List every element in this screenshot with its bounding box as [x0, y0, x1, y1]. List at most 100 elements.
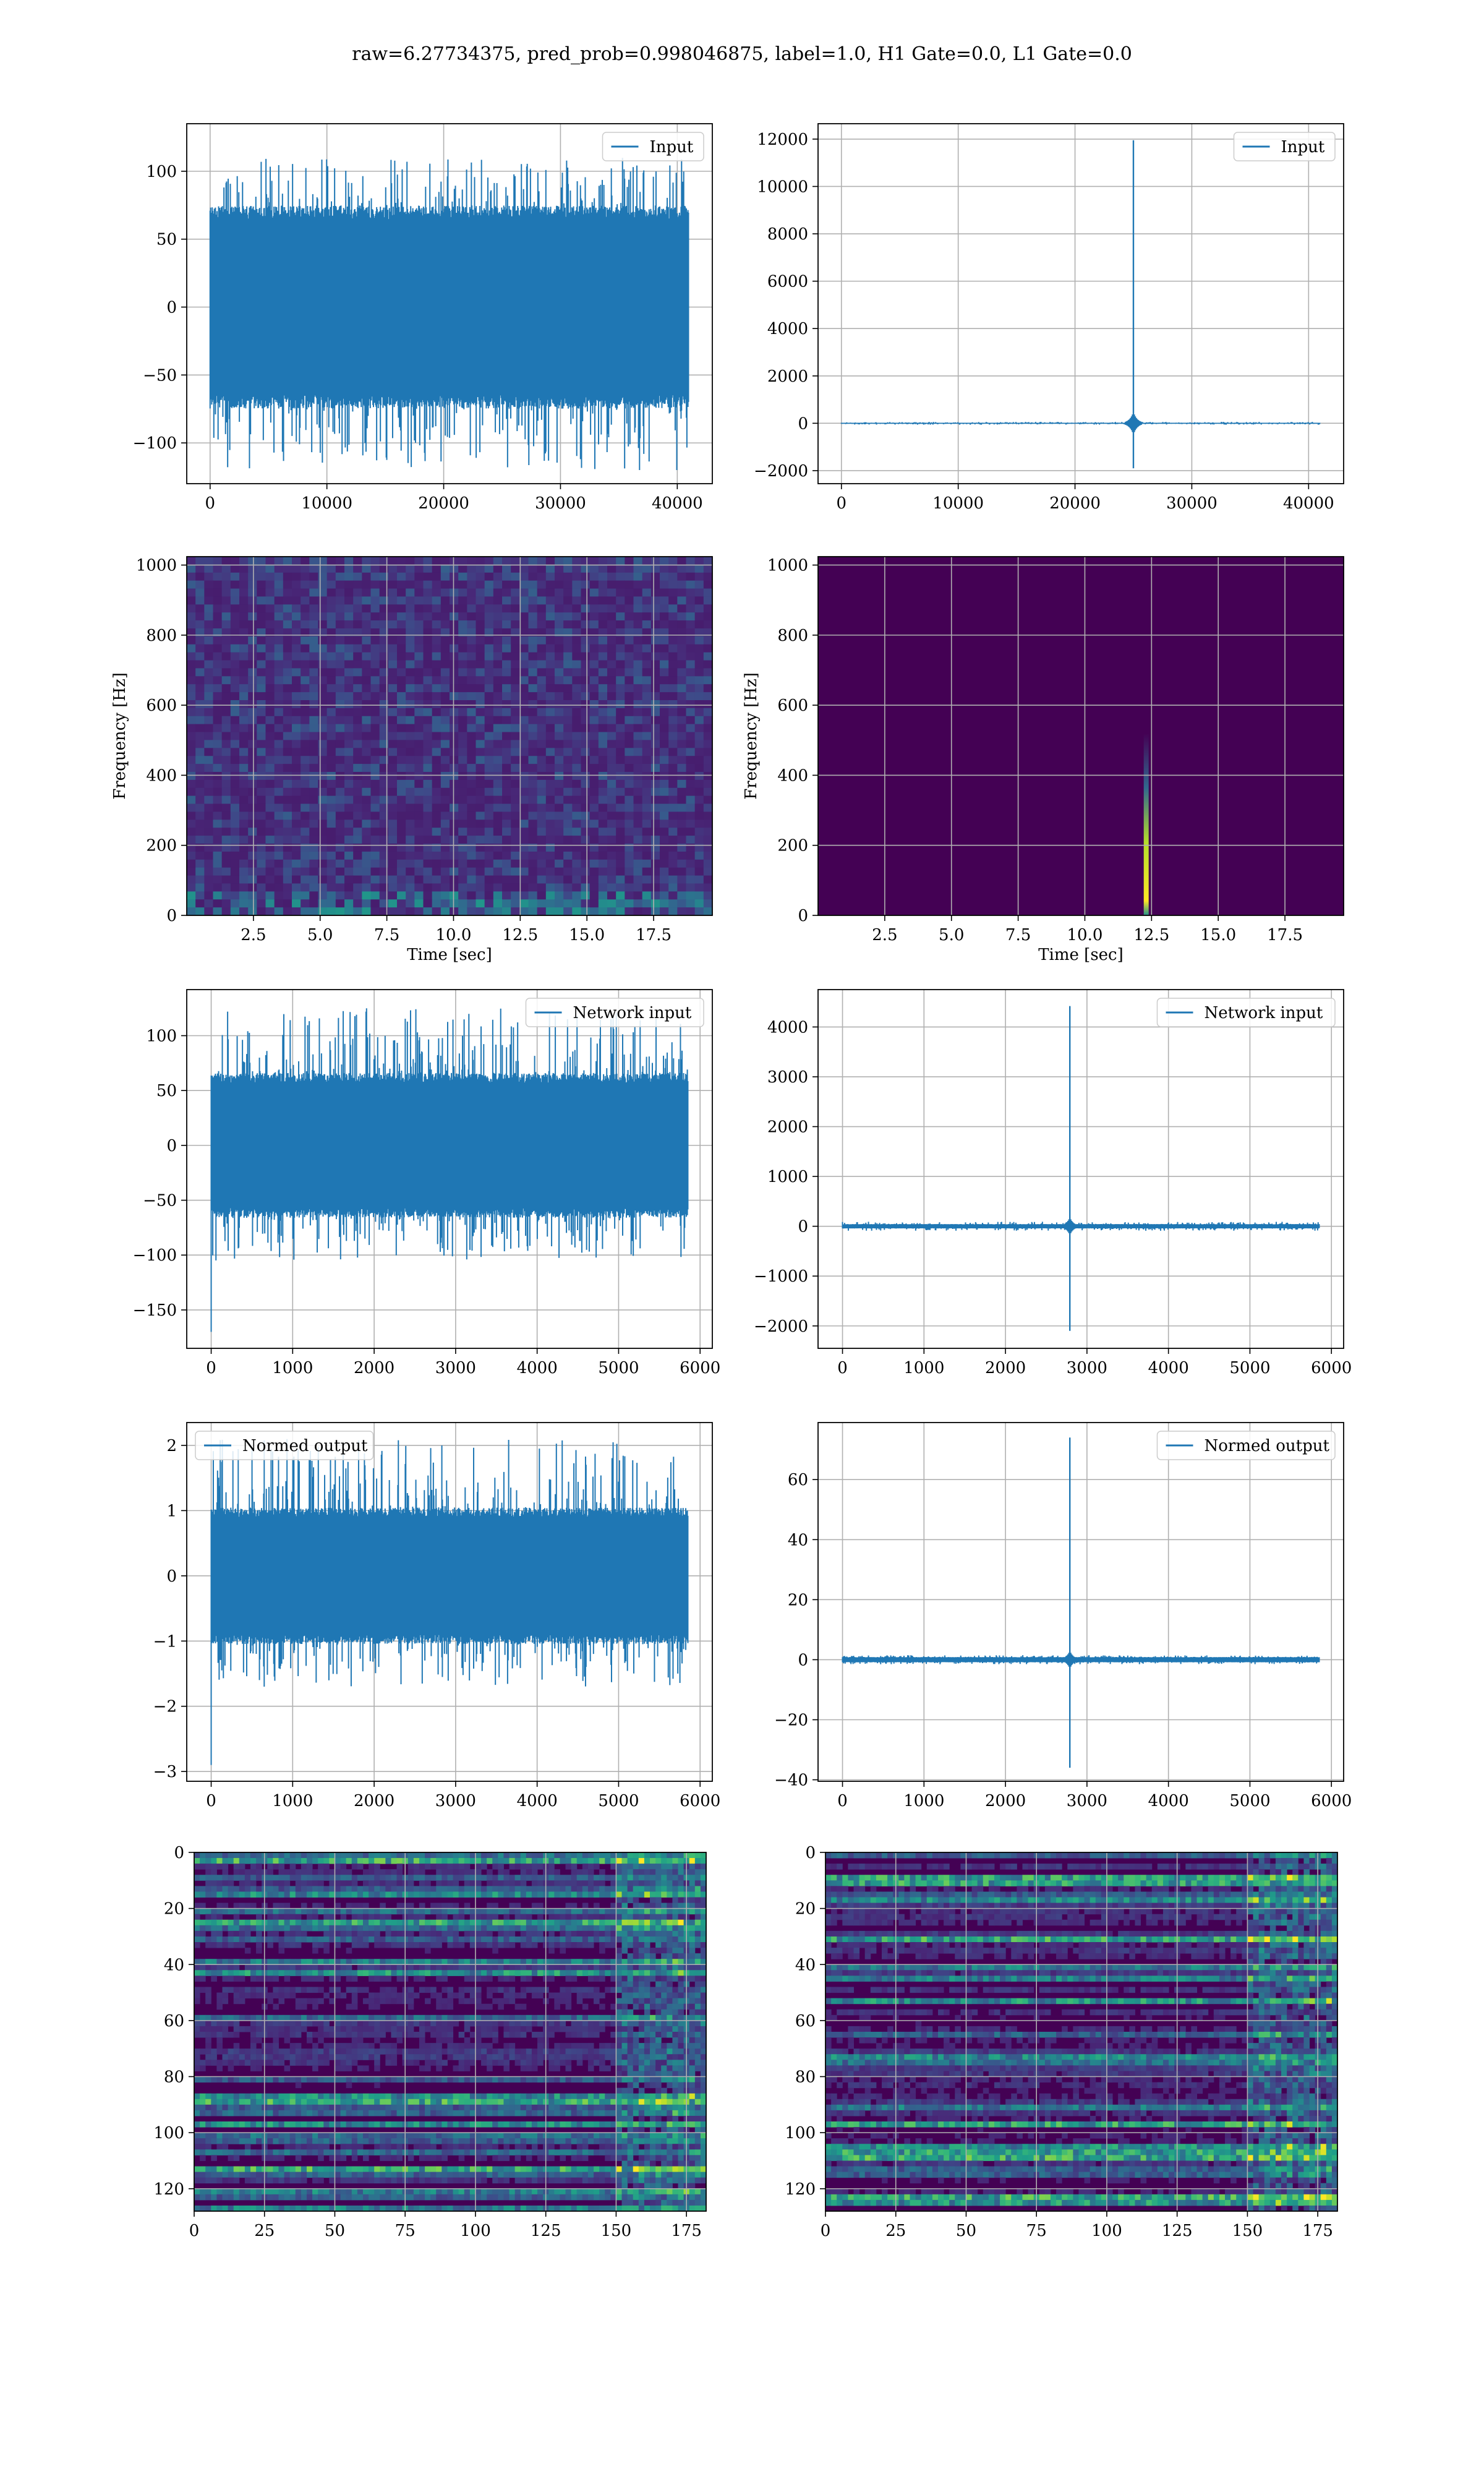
spectrogram-cell [616, 692, 625, 701]
spectrogram-cell [292, 859, 301, 868]
feature-cell [582, 1908, 589, 1915]
spectrogram-cell [397, 692, 406, 701]
feature-cell [509, 1975, 516, 1982]
spectrogram-cell [388, 779, 398, 789]
spectrogram-cell [187, 644, 196, 653]
spectrogram-cell [301, 668, 310, 677]
feature-cell [329, 1914, 335, 1920]
spectrogram-cell [677, 891, 687, 900]
spectrogram-cell [397, 756, 406, 764]
feature-cell [576, 1908, 583, 1915]
feature-cell [284, 1959, 291, 1965]
signal-spike-ringdown [1125, 412, 1142, 435]
feature-cell [689, 1942, 696, 1948]
spectrogram-cell [450, 596, 459, 605]
feature-cell [222, 1864, 229, 1870]
feature-cell [487, 1875, 493, 1881]
spectrogram-cell [519, 772, 529, 781]
feature-cell [503, 1925, 510, 1932]
spectrogram-cell [450, 684, 459, 693]
spectrogram-cell [519, 564, 529, 573]
feature-cell [667, 1930, 673, 1937]
x-tick-label-6: 17.5 [636, 926, 672, 944]
feature-cell [503, 1891, 510, 1898]
feature-cell [469, 1930, 476, 1937]
spectrogram-cell [484, 779, 494, 789]
spectrogram-cell [502, 748, 511, 756]
spectrogram-cell [301, 572, 310, 581]
spectrogram-cell [406, 636, 415, 645]
feature-cell [380, 1914, 386, 1920]
feature-cell [391, 1919, 398, 1926]
feature-cell [295, 1930, 302, 1937]
spectrogram-cell [388, 708, 398, 717]
spectrogram-cell [677, 684, 687, 693]
spectrogram-cell [187, 708, 196, 717]
feature-cell [667, 1942, 673, 1948]
spectrogram-cell [283, 644, 292, 653]
spectrogram-cell [432, 883, 441, 892]
spectrogram-cell [660, 700, 669, 709]
spectrogram-cell [326, 620, 336, 629]
spectrogram-cell [318, 772, 328, 781]
spectrogram-cell [493, 636, 503, 645]
feature-cell [312, 1942, 318, 1948]
spectrogram-cell [423, 875, 433, 884]
spectrogram-cell [537, 836, 547, 844]
spectrogram-cell [440, 588, 450, 597]
feature-cell [672, 1919, 679, 1926]
spectrogram-cell [467, 859, 477, 868]
feature-cell [323, 1891, 330, 1898]
spectrogram-cell [379, 596, 389, 605]
feature-cell [678, 1959, 684, 1965]
spectrogram-cell [633, 859, 643, 868]
spectrogram-cell [633, 644, 643, 653]
feature-cell [369, 1908, 375, 1915]
spectrogram-cell [353, 724, 362, 733]
spectrogram-cell [545, 867, 555, 876]
spectrogram-cell [239, 708, 249, 717]
y-tick-label-2: 0 [798, 1218, 808, 1236]
spectrogram-cell [362, 803, 372, 813]
y-tick-label-6: 10000 [757, 178, 808, 196]
feature-cell [256, 1919, 262, 1926]
spectrogram-cell [537, 557, 547, 565]
feature-cell [369, 1886, 375, 1892]
spectrogram-cell [467, 668, 477, 677]
spectrogram-cell [642, 652, 652, 661]
spectrogram-cell [458, 732, 467, 741]
spectrogram-cell [274, 795, 284, 805]
spectrogram-cell [493, 891, 503, 900]
spectrogram-cell [370, 732, 380, 741]
feature-cell [346, 1869, 352, 1875]
feature-cell [329, 1852, 335, 1859]
spectrogram-cell [213, 668, 223, 677]
feature-cell [425, 1930, 431, 1937]
feature-cell [239, 1858, 245, 1864]
feature-cell [526, 1942, 532, 1948]
feature-cell [554, 1998, 560, 2005]
feature-cell [503, 1942, 510, 1948]
spectrogram-cell [195, 740, 205, 748]
spectrogram-cell [274, 907, 284, 916]
feature-cell [661, 1886, 667, 1892]
spectrogram-cell [221, 772, 231, 781]
feature-cell [216, 1914, 223, 1920]
spectrogram-cell [187, 828, 196, 836]
feature-cell [560, 1858, 566, 1864]
feature-cell [650, 1903, 656, 1909]
feature-cell [278, 1948, 285, 1954]
spectrogram-cell [423, 779, 433, 789]
feature-cell [413, 1869, 420, 1875]
spectrogram-cell [555, 740, 564, 748]
feature-cell [396, 1942, 403, 1948]
feature-cell [655, 1925, 662, 1932]
spectrogram-cell [221, 708, 231, 717]
feature-cell [228, 1891, 234, 1898]
feature-cell [700, 1852, 707, 1859]
spectrogram-cell [616, 795, 625, 805]
feature-cell [650, 1919, 656, 1926]
feature-cell [481, 1875, 487, 1881]
feature-cell [369, 1864, 375, 1870]
spectrogram-cell [493, 899, 503, 908]
